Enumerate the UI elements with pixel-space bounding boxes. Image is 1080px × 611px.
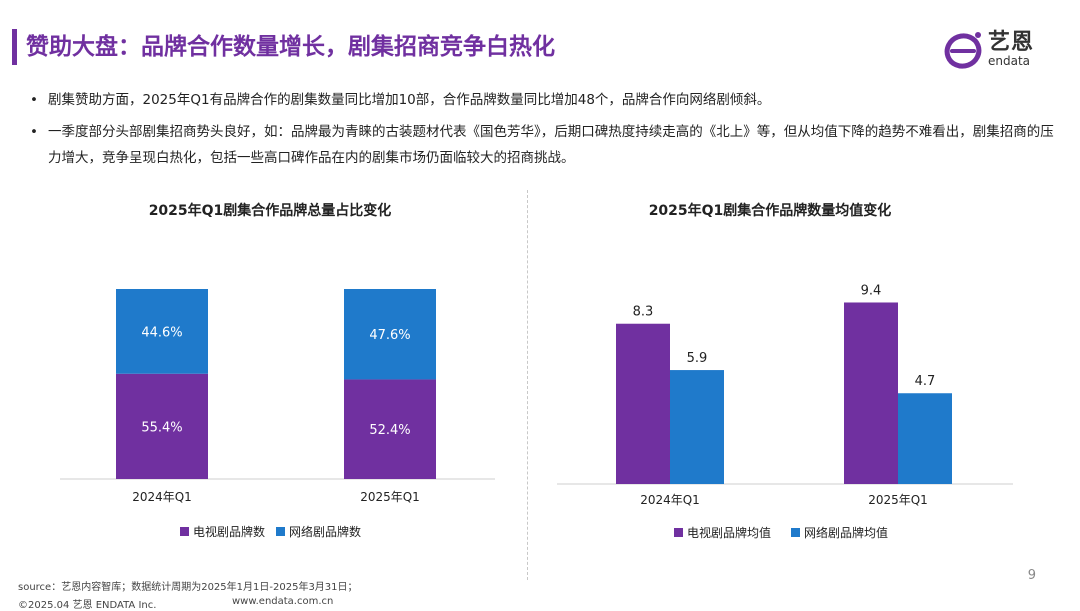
data-label: 52.4% — [369, 423, 410, 438]
logo-english-text: endata — [988, 54, 1031, 68]
data-label: 5.9 — [687, 351, 708, 366]
copyright-text: ©2025.04 艺恩 ENDATA Inc. — [18, 600, 157, 611]
data-label: 9.4 — [861, 283, 882, 298]
bar-segment — [344, 379, 436, 479]
data-label: 8.3 — [633, 305, 654, 320]
legend-label: 网络剧品牌数 — [289, 524, 361, 539]
bullet-list: • 剧集赞助方面，2025年Q1有品牌合作的剧集数量同比增加10部，合作品牌数量… — [28, 87, 1058, 177]
endata-logo: 艺恩 endata — [944, 24, 1056, 76]
x-tick-label: 2024年Q1 — [640, 493, 700, 507]
average-bar-chart: 8.3 5.9 2024年Q1 9.4 4.7 2025年Q1 电视剧品牌均值 网络剧品牌均值 — [557, 283, 1013, 540]
chart-divider — [527, 190, 528, 580]
website-link[interactable]: www.endata.com.cn — [232, 596, 334, 607]
bar-segment — [344, 289, 436, 380]
data-label: 4.7 — [915, 374, 936, 389]
x-tick-label: 2025年Q1 — [360, 490, 420, 504]
bar-segment — [116, 289, 208, 374]
data-label: 47.6% — [369, 328, 410, 343]
legend-swatch — [276, 527, 285, 536]
bar-segment — [116, 373, 208, 479]
bar — [670, 370, 724, 484]
legend-swatch — [674, 528, 683, 537]
bullet-dot: • — [30, 124, 38, 140]
x-tick-label: 2024年Q1 — [132, 490, 192, 504]
page-number: 9 — [1027, 568, 1036, 583]
bar — [616, 323, 670, 484]
bullet-text: 一季度部分头部剧集招商势头良好，如：品牌最为青睐的古装题材代表《国色芳华》，后期… — [48, 124, 1054, 166]
data-label: 55.4% — [141, 420, 182, 435]
bullet-item: • 一季度部分头部剧集招商势头良好，如：品牌最为青睐的古装题材代表《国色芳华》，… — [28, 119, 1058, 171]
legend-swatch — [791, 528, 800, 537]
bar — [898, 393, 952, 484]
legend-label: 电视剧品牌均值 — [687, 525, 771, 540]
page-title: 赞助大盘：品牌合作数量增长，剧集招商竞争白热化 — [26, 34, 555, 60]
legend-swatch — [180, 527, 189, 536]
data-label: 44.6% — [141, 325, 182, 340]
title-accent-bar — [12, 29, 17, 65]
source-note: source：艺恩内容智库；数据统计周期为2025年1月1日-2025年3月31… — [18, 582, 358, 593]
chart-title-share: 2025年Q1剧集合作品牌总量占比变化 — [148, 203, 392, 219]
bullet-item: • 剧集赞助方面，2025年Q1有品牌合作的剧集数量同比增加10部，合作品牌数量… — [28, 87, 1058, 113]
logo-chinese-text: 艺恩 — [988, 30, 1035, 55]
bullet-text: 剧集赞助方面，2025年Q1有品牌合作的剧集数量同比增加10部，合作品牌数量同比… — [48, 92, 771, 108]
bullet-dot: • — [30, 92, 38, 108]
legend-label: 电视剧品牌数 — [193, 524, 265, 539]
stacked-share-chart: 55.4% 44.6% 2024年Q1 52.4% 47.6% 2025年Q1 电视剧品牌数… — [60, 289, 495, 539]
chart-title-average: 2025年Q1剧集合作品牌数量均值变化 — [648, 203, 892, 219]
endata-e-logo-icon — [944, 32, 982, 69]
legend-label: 网络剧品牌均值 — [804, 525, 888, 540]
bar — [844, 302, 898, 484]
x-tick-label: 2025年Q1 — [868, 493, 928, 507]
